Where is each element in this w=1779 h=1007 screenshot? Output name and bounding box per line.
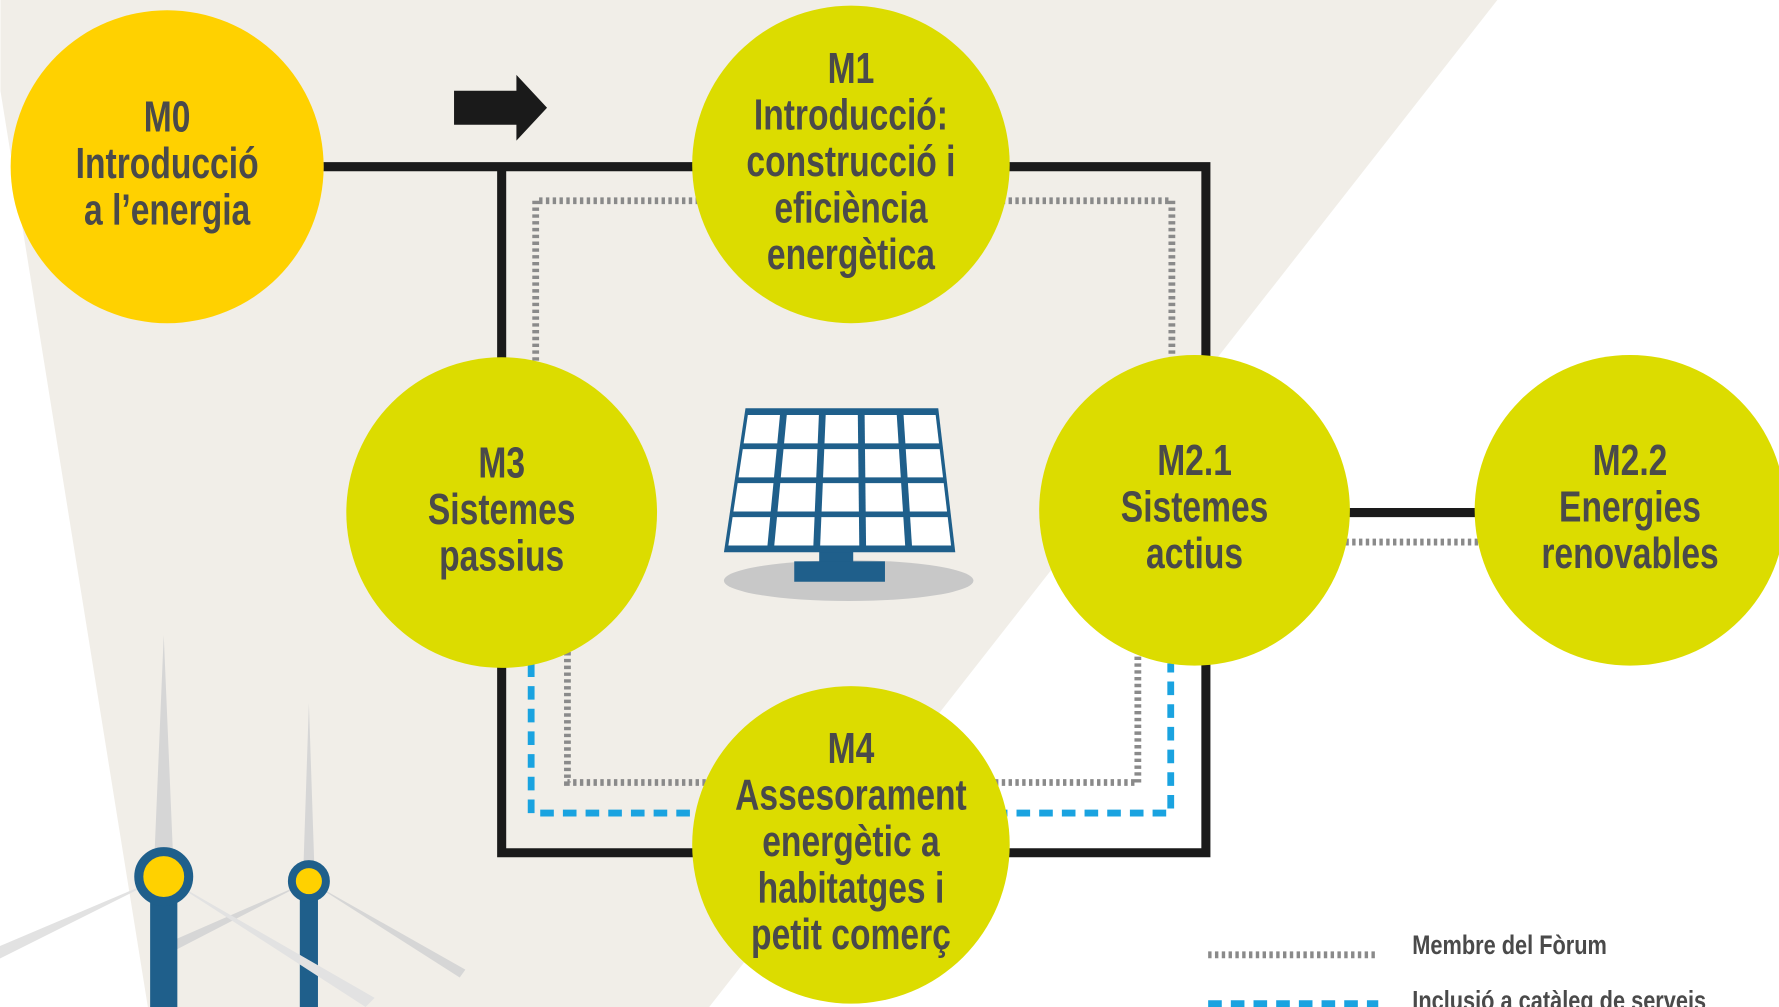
solar-cell bbox=[865, 415, 899, 443]
solar-cell bbox=[784, 415, 819, 443]
module-label: petit comerç bbox=[751, 911, 951, 959]
module-label: Energies bbox=[1559, 484, 1701, 532]
solar-cell bbox=[904, 415, 939, 443]
solar-cell bbox=[865, 483, 903, 511]
legend-label: Inclusió a catàleg de serveis bbox=[1412, 986, 1706, 1007]
module-label: eficiència bbox=[774, 184, 928, 232]
solar-cell bbox=[781, 449, 818, 477]
module-label: a l’energia bbox=[84, 187, 251, 235]
solar-cell bbox=[908, 483, 947, 511]
module-label: actius bbox=[1146, 530, 1243, 578]
solar-cell bbox=[733, 483, 773, 511]
solar-cell bbox=[774, 517, 814, 545]
module-label: passius bbox=[439, 533, 564, 581]
module-label: M2.2 bbox=[1593, 437, 1668, 485]
module-label: Sistemes bbox=[428, 486, 576, 534]
module-label: M4 bbox=[828, 725, 875, 773]
module-label: Introducció: bbox=[754, 91, 948, 139]
module-label: M2.1 bbox=[1157, 437, 1232, 485]
legend-label: Membre del Fòrum bbox=[1412, 931, 1607, 961]
module-label: renovables bbox=[1541, 530, 1718, 578]
solar-cell bbox=[910, 517, 951, 545]
solar-cell bbox=[866, 517, 905, 545]
solar-cell bbox=[823, 449, 858, 477]
module-label: habitatges i bbox=[758, 865, 945, 913]
solar-cell bbox=[822, 483, 859, 511]
diagram: Membre del Fòrum Inclusió a catàleg de s… bbox=[0, 0, 1779, 1007]
solar-panel-icon bbox=[724, 408, 973, 601]
solar-cell bbox=[865, 449, 901, 477]
solar-cell bbox=[728, 517, 770, 545]
module-label: M3 bbox=[478, 440, 525, 488]
module-label: M0 bbox=[144, 94, 191, 142]
solar-cell bbox=[825, 415, 859, 443]
module-label: Sistemes bbox=[1121, 484, 1269, 532]
module-label: Introducció bbox=[76, 140, 259, 188]
solar-cell bbox=[778, 483, 816, 511]
module-label: construcció i bbox=[746, 138, 955, 186]
module-label: energètica bbox=[767, 231, 936, 279]
solar-cell bbox=[906, 449, 943, 477]
module-label: Assesorament bbox=[735, 772, 967, 820]
solar-cell bbox=[820, 517, 859, 545]
module-label: energètic a bbox=[762, 818, 940, 866]
solar-cell bbox=[739, 449, 777, 477]
module-label: M1 bbox=[828, 45, 875, 93]
solar-cell bbox=[744, 415, 780, 443]
